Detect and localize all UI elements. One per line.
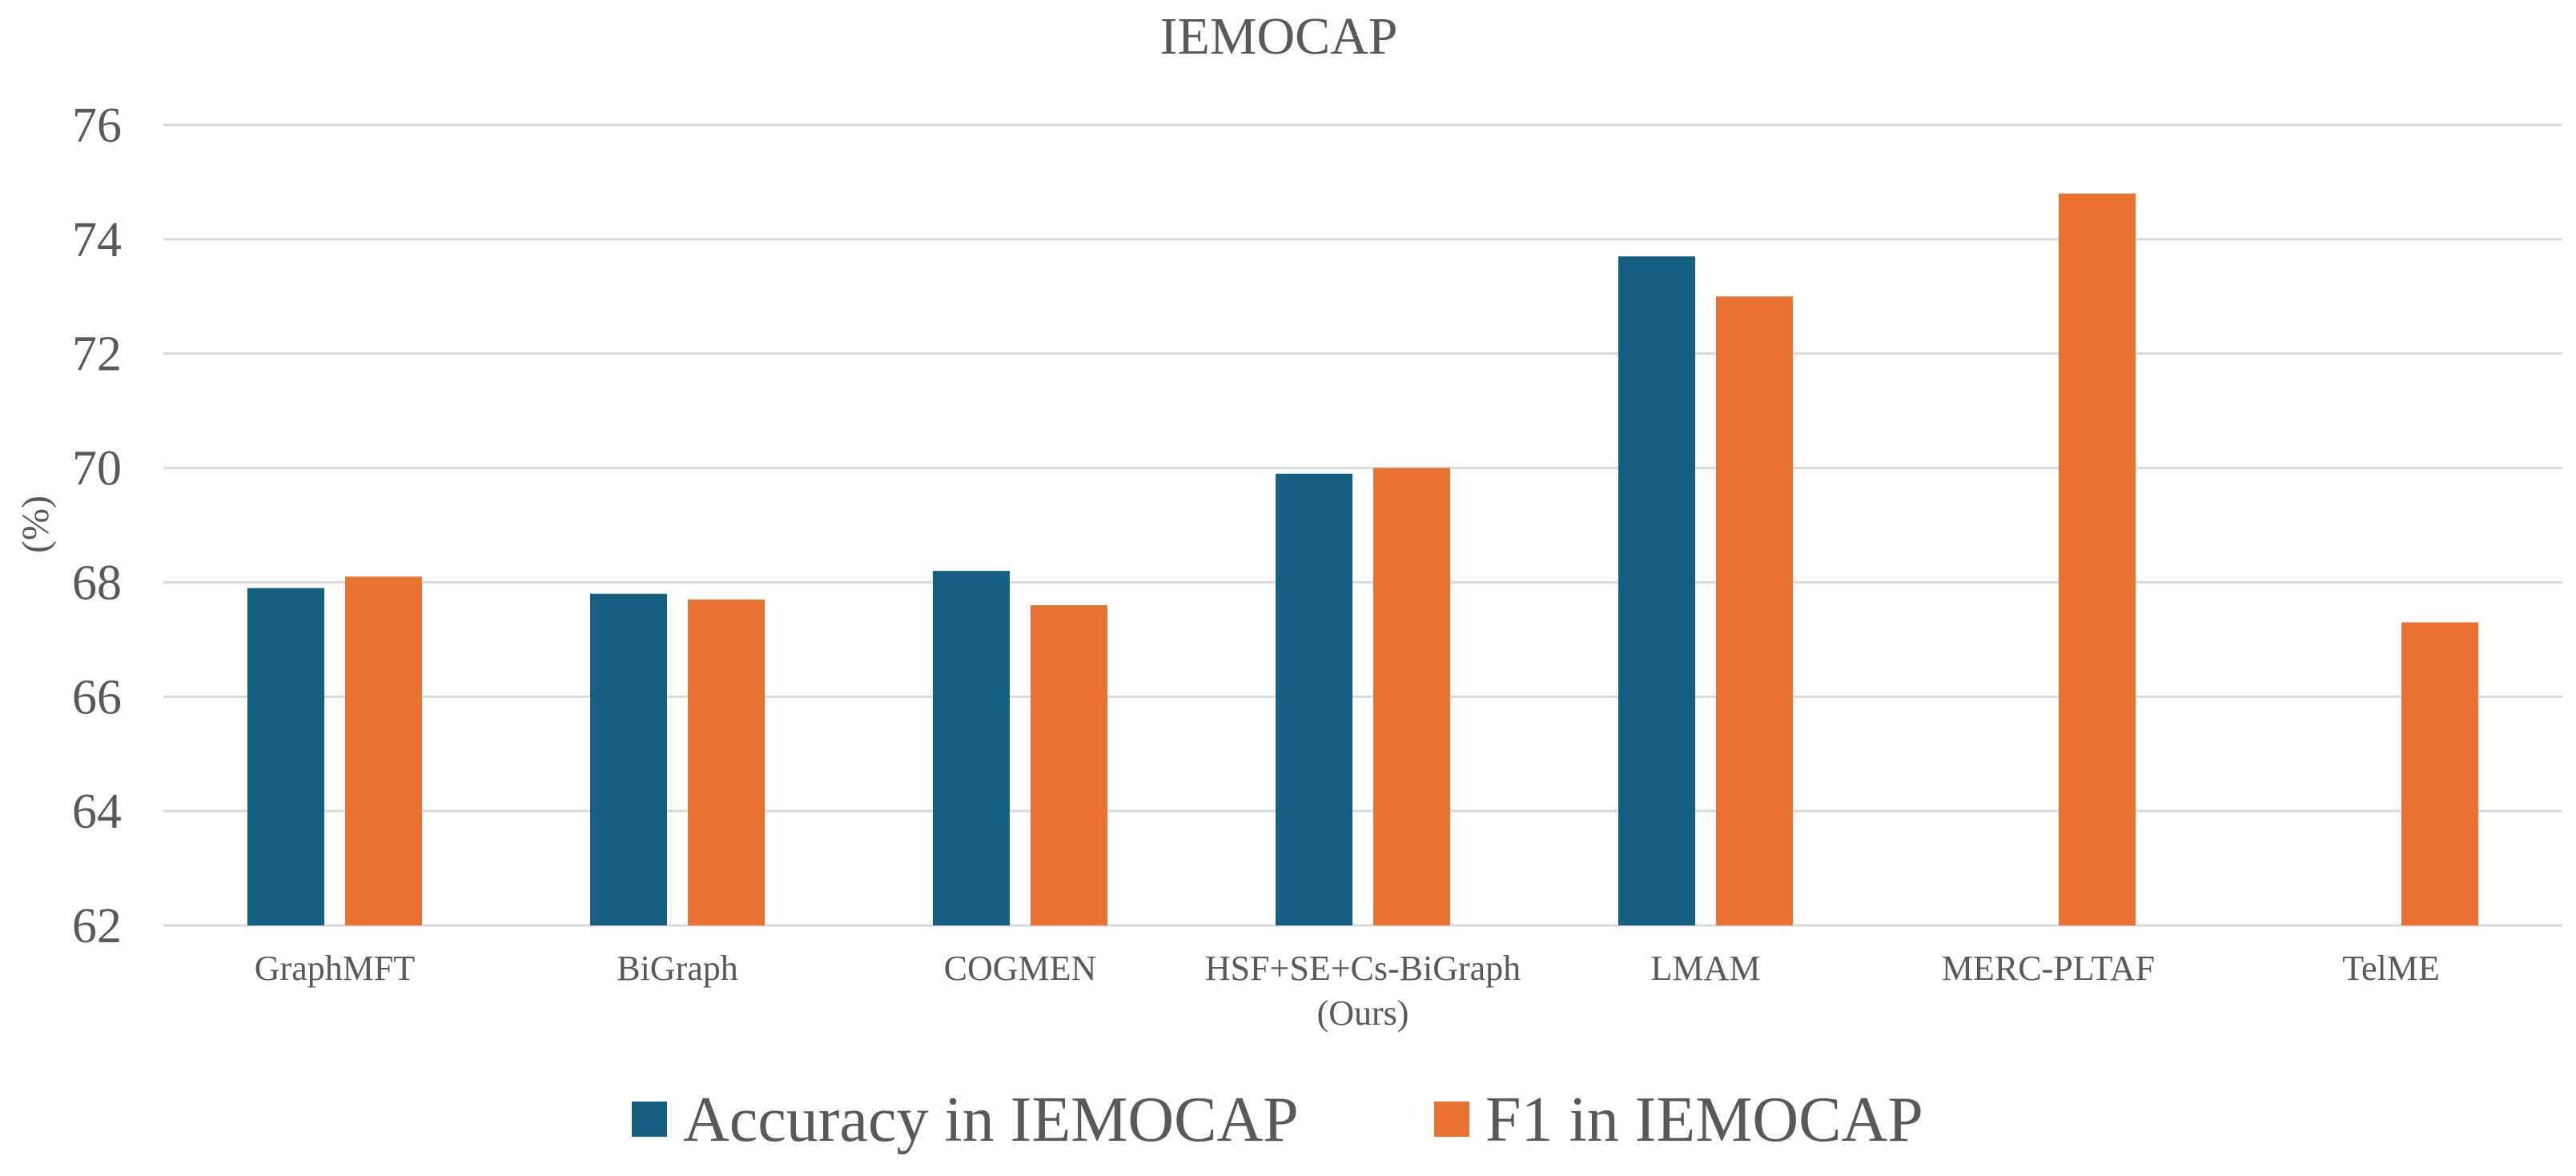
bar-accuracy <box>1276 473 1352 925</box>
bar-f1 <box>2059 193 2136 925</box>
bar-accuracy <box>933 571 1010 925</box>
y-tick-label: 74 <box>72 213 122 267</box>
x-tick-label: GraphMFT <box>255 949 416 988</box>
bar-f1 <box>1716 296 1793 925</box>
y-axis-tick-labels: 62 64 66 68 70 72 74 76 <box>72 98 122 953</box>
bar-f1 <box>2401 622 2478 925</box>
x-tick-label: MERC-PLTAF <box>1942 949 2155 988</box>
x-tick-label: LMAM <box>1651 949 1761 988</box>
x-tick-label: (Ours) <box>1317 993 1409 1033</box>
bar-f1 <box>345 576 422 925</box>
y-tick-label: 72 <box>72 327 122 382</box>
bar-accuracy <box>247 588 324 925</box>
x-tick-label: HSF+SE+Cs-BiGraph <box>1205 949 1521 988</box>
legend-swatch <box>1434 1102 1469 1137</box>
chart-title: IEMOCAP <box>1159 7 1397 66</box>
y-tick-label: 66 <box>72 670 122 724</box>
x-axis-tick-labels: GraphMFT BiGraph COGMEN HSF+SE+Cs-BiGraph (O… <box>255 949 2440 1033</box>
bar-f1 <box>688 599 765 925</box>
legend-label: Accuracy in IEMOCAP <box>683 1085 1299 1155</box>
gridlines <box>163 123 2562 927</box>
bar-f1 <box>1373 468 1450 925</box>
y-tick-label: 76 <box>72 98 122 153</box>
bar-f1 <box>1031 605 1107 925</box>
bar-accuracy <box>590 593 667 925</box>
x-tick-label: TelME <box>2342 949 2440 988</box>
y-tick-label: 62 <box>72 899 122 953</box>
legend-swatch <box>632 1102 667 1137</box>
x-tick-label: COGMEN <box>944 949 1097 988</box>
y-tick-label: 70 <box>72 442 122 496</box>
y-axis-title: (%) <box>14 496 57 553</box>
legend-label: F1 in IEMOCAP <box>1485 1085 1923 1155</box>
x-tick-label: BiGraph <box>617 949 738 988</box>
y-tick-label: 68 <box>72 556 122 610</box>
legend: Accuracy in IEMOCAP F1 in IEMOCAP <box>632 1085 1923 1155</box>
bars <box>247 193 2478 925</box>
y-tick-label: 64 <box>72 785 122 839</box>
bar-accuracy <box>1618 256 1695 925</box>
